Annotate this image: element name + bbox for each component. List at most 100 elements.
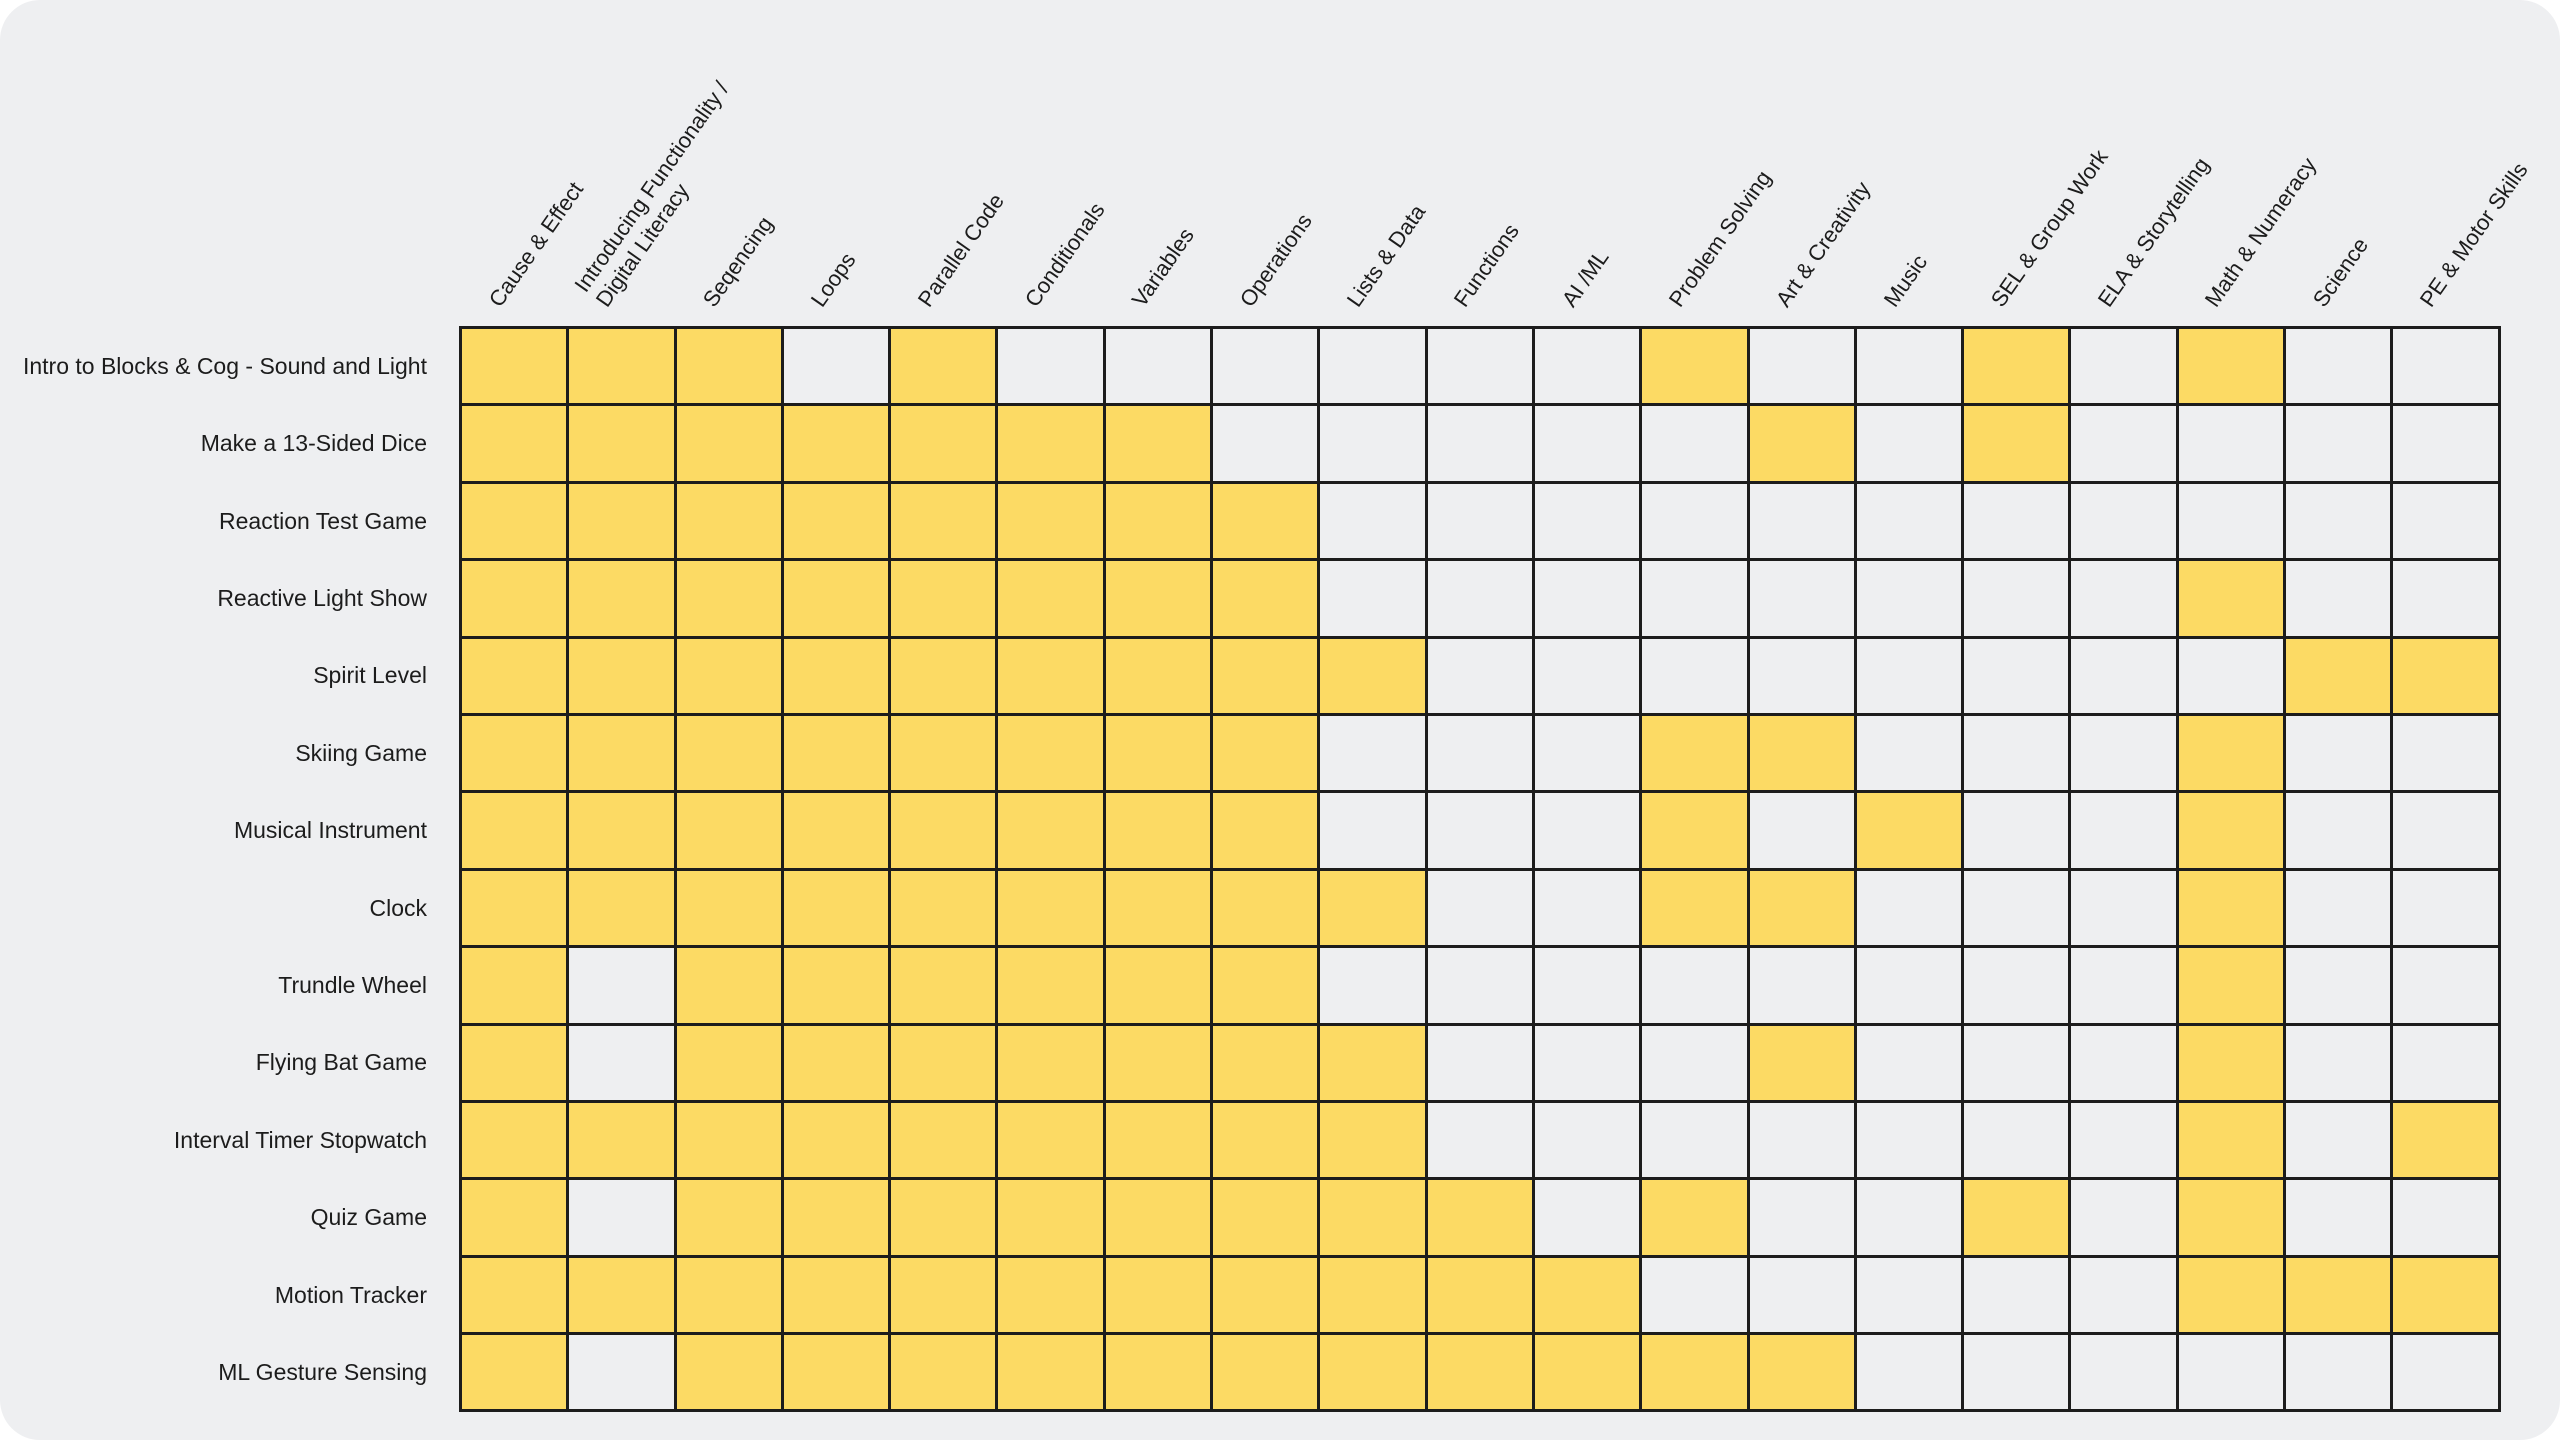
filled-cell — [2178, 561, 2287, 639]
filled-cell — [676, 638, 784, 716]
empty-cell — [1856, 638, 1965, 716]
filled-cell — [998, 561, 1106, 639]
empty-cell — [2286, 1025, 2394, 1103]
empty-cell — [1642, 1102, 1750, 1181]
filled-cell — [1213, 638, 1321, 716]
empty-cell — [1320, 948, 1428, 1026]
filled-cell — [1213, 948, 1321, 1026]
empty-cell — [2071, 793, 2179, 871]
filled-cell — [1213, 793, 1321, 871]
filled-cell — [783, 638, 892, 716]
filled-cell — [1427, 1257, 1535, 1336]
column-label: Conditionals — [1019, 197, 1110, 312]
column-label: Cause & Effect — [483, 177, 588, 312]
filled-cell — [2393, 1102, 2501, 1181]
filled-cell — [2178, 870, 2287, 949]
empty-cell — [2178, 1335, 2287, 1413]
empty-cell — [1534, 948, 1643, 1026]
row-label: Reaction Test Game — [219, 507, 427, 534]
empty-cell — [1534, 870, 1643, 949]
filled-cell — [462, 1025, 570, 1103]
empty-cell — [2071, 948, 2179, 1026]
filled-cell — [676, 406, 784, 484]
empty-cell — [1964, 1102, 2072, 1181]
filled-cell — [676, 1102, 784, 1181]
filled-cell — [783, 1102, 892, 1181]
filled-cell — [891, 638, 999, 716]
filled-cell — [1105, 561, 1214, 639]
empty-cell — [1320, 561, 1428, 639]
empty-cell — [2071, 1025, 2179, 1103]
column-label: ELA & Storytelling — [2092, 152, 2215, 312]
filled-cell — [783, 483, 892, 562]
column-label: Art & Creativity — [1770, 176, 1876, 312]
empty-cell — [1427, 406, 1535, 484]
empty-cell — [2286, 406, 2394, 484]
empty-cell — [2393, 1180, 2501, 1258]
empty-cell — [1534, 1180, 1643, 1258]
empty-cell — [2071, 483, 2179, 562]
empty-cell — [1856, 1025, 1965, 1103]
filled-cell — [998, 948, 1106, 1026]
filled-cell — [1534, 1335, 1643, 1413]
filled-cell — [998, 1335, 1106, 1413]
filled-cell — [569, 329, 677, 407]
empty-cell — [2286, 948, 2394, 1026]
filled-cell — [783, 870, 892, 949]
empty-cell — [1964, 1335, 2072, 1413]
empty-cell — [2178, 638, 2287, 716]
empty-cell — [1427, 561, 1535, 639]
column-label: Music — [1878, 250, 1932, 312]
filled-cell — [998, 1257, 1106, 1336]
empty-cell — [1320, 715, 1428, 794]
empty-cell — [2393, 793, 2501, 871]
filled-cell — [462, 483, 570, 562]
filled-cell — [783, 793, 892, 871]
empty-cell — [1534, 406, 1643, 484]
filled-cell — [783, 948, 892, 1026]
empty-cell — [2071, 1257, 2179, 1336]
filled-cell — [462, 1102, 570, 1181]
empty-cell — [1856, 483, 1965, 562]
filled-cell — [1213, 483, 1321, 562]
empty-cell — [2071, 638, 2179, 716]
filled-cell — [891, 948, 999, 1026]
row-label: Spirit Level — [313, 662, 427, 689]
filled-cell — [462, 406, 570, 484]
empty-cell — [2071, 870, 2179, 949]
filled-cell — [462, 793, 570, 871]
row-label: Make a 13-Sided Dice — [200, 430, 427, 457]
empty-cell — [2178, 483, 2287, 562]
filled-cell — [1642, 1335, 1750, 1413]
filled-cell — [1320, 1257, 1428, 1336]
empty-cell — [1534, 793, 1643, 871]
empty-cell — [1213, 406, 1321, 484]
filled-cell — [1105, 638, 1214, 716]
empty-cell — [1964, 1257, 2072, 1336]
empty-cell — [1642, 561, 1750, 639]
row-label: Motion Tracker — [274, 1281, 427, 1308]
empty-cell — [2393, 1025, 2501, 1103]
row-label: Skiing Game — [295, 739, 427, 766]
empty-cell — [569, 948, 677, 1026]
filled-cell — [891, 483, 999, 562]
empty-cell — [1749, 329, 1857, 407]
empty-cell — [1856, 715, 1965, 794]
filled-cell — [462, 638, 570, 716]
filled-cell — [1856, 793, 1965, 871]
empty-cell — [2071, 561, 2179, 639]
filled-cell — [1213, 1025, 1321, 1103]
empty-cell — [1964, 483, 2072, 562]
row-label: Clock — [369, 894, 427, 921]
empty-cell — [1642, 638, 1750, 716]
empty-cell — [1642, 1025, 1750, 1103]
empty-cell — [569, 1180, 677, 1258]
empty-cell — [1213, 329, 1321, 407]
filled-cell — [1642, 329, 1750, 407]
filled-cell — [462, 329, 570, 407]
row-label: Musical Instrument — [233, 817, 427, 844]
empty-cell — [2393, 870, 2501, 949]
filled-cell — [2178, 1180, 2287, 1258]
empty-cell — [1856, 1180, 1965, 1258]
